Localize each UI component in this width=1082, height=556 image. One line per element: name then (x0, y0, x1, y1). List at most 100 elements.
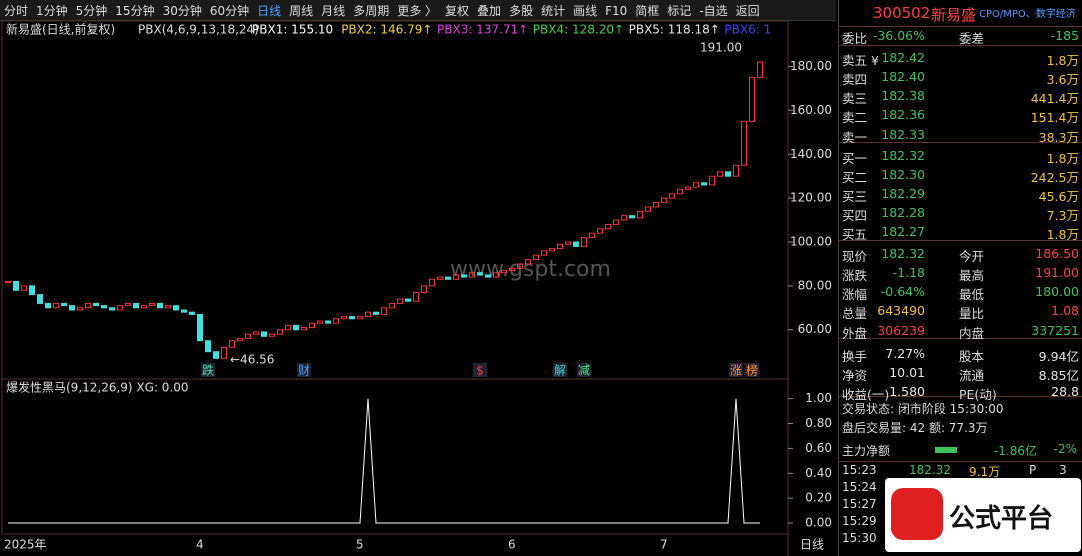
toolbar-button[interactable]: 统计 (541, 4, 566, 18)
candle (285, 324, 291, 331)
toolbar-button[interactable]: 月线 (321, 4, 346, 18)
candle (325, 320, 331, 324)
label: 涨幅 (842, 287, 868, 303)
event-marker: 榜 (746, 363, 758, 378)
indicator-line (8, 398, 760, 524)
quote-row: 收益(一) 1.580 PE(动) 28.8 (839, 382, 1082, 402)
label: 净资 (842, 367, 868, 383)
label: 今开 (959, 249, 985, 265)
value: 7.3万 (1046, 207, 1079, 223)
label: 现价 (842, 249, 868, 265)
toolbar-button[interactable]: 30分钟 (162, 4, 202, 18)
value: 191.00 (1035, 265, 1079, 281)
toolbar-button[interactable]: -自选 (699, 4, 728, 18)
y-tick-label: 100.00 (790, 235, 832, 249)
candle (245, 333, 251, 340)
toolbar-button[interactable]: 15分钟 (115, 4, 155, 18)
toolbar-button[interactable]: 复权 (445, 4, 470, 18)
candle (357, 316, 363, 320)
candle (717, 171, 723, 177)
separator (839, 142, 1082, 143)
quote-row: 买一 182.32 1.8万 (839, 146, 1082, 166)
candle (261, 331, 267, 337)
candle (509, 267, 515, 272)
toolbar-button[interactable]: F10 (605, 4, 628, 18)
period-label: 日线 (800, 538, 824, 552)
tick-volume: 9.1万 (969, 465, 1001, 479)
y-tick-label: 0.40 (805, 466, 832, 480)
event-marker: 财 (298, 364, 310, 378)
candle (389, 302, 395, 309)
candle (461, 274, 467, 278)
separator (839, 338, 1082, 339)
value: 337251 (1031, 322, 1079, 338)
value: 1.8万 (1046, 53, 1079, 69)
value: -36.06% (872, 28, 925, 43)
event-bg (577, 363, 591, 377)
candle (709, 175, 715, 186)
toolbar-button[interactable]: 60分钟 (209, 4, 250, 18)
frame (1, 378, 789, 535)
event-bg (201, 363, 215, 377)
candle (605, 223, 611, 230)
status-text: 交易状态: 闭市阶段 15:30:00 (842, 402, 1004, 416)
tick-time: 15:27 (842, 497, 877, 511)
label: 最低 (959, 287, 985, 303)
indicator-value: PBX5: 118.18↑ (629, 23, 720, 37)
event-bg (473, 363, 487, 377)
charts: 新易盛(日线,前复权) PBX(4,6,9,13,18,24)PBX1: 155.… (1, 20, 832, 556)
value: 1.08 (1051, 303, 1079, 319)
label: 买二 (842, 169, 868, 185)
indicator-name: PBX(4,6,9,13,18,24) (138, 23, 259, 37)
toolbar-button[interactable]: 多股 (509, 4, 534, 18)
label: 买三 (842, 188, 868, 204)
label: 卖四 (842, 72, 868, 88)
toolbar-button[interactable]: 多周期 (353, 4, 390, 18)
quote-row: 外盘 306239 内盘 337251 (839, 321, 1082, 341)
candle (597, 228, 603, 234)
candle (197, 313, 203, 342)
candle (725, 171, 731, 177)
value: 182.29 (881, 185, 925, 201)
quote-row: 卖二 182.36 151.4万 (839, 105, 1082, 126)
indicator-value: PBX4: 128.20↑ (533, 23, 624, 37)
candle (469, 272, 475, 278)
toolbar-button[interactable]: 画线 (573, 4, 598, 18)
toolbar-button[interactable]: 周线 (289, 4, 314, 18)
candle (93, 302, 99, 307)
y-tick-label: 80.00 (798, 278, 832, 292)
net-bar (935, 447, 957, 453)
candle (173, 305, 179, 311)
toolbar-button[interactable]: 日线 (257, 4, 282, 18)
candle (69, 305, 75, 311)
y-tick-label: 120.00 (790, 191, 832, 205)
toolbar-button[interactable]: 更多 〉 (397, 4, 438, 18)
candle (397, 298, 403, 304)
event-marker: $ (476, 364, 484, 378)
tick-time: 15:29 (842, 514, 877, 528)
candle (149, 302, 155, 307)
candle (741, 120, 747, 166)
y-tick-label: 0.80 (805, 416, 832, 430)
chart-title: 新易盛(日线,前复权) (6, 22, 115, 37)
candle (613, 219, 619, 225)
toolbar-button[interactable]: 叠加 (477, 4, 502, 18)
tick-time: 15:30 (842, 531, 877, 545)
toolbar-button[interactable]: 简框 (635, 4, 660, 18)
label: 买四 (842, 207, 868, 223)
candle (293, 324, 299, 331)
label: 委差 (959, 31, 985, 46)
toolbar-button[interactable]: 1分钟 (36, 4, 68, 18)
value: -1.18 (892, 265, 925, 281)
candle (485, 274, 491, 278)
candle (373, 311, 379, 315)
toolbar-button[interactable]: 标记 (667, 4, 692, 18)
value: 182.27 (881, 224, 925, 239)
toolbar-button[interactable]: 5分钟 (75, 4, 108, 18)
label: 卖二 (842, 110, 868, 126)
candle (253, 331, 259, 335)
toolbar-button[interactable]: 返回 (735, 4, 760, 18)
toolbar-button[interactable]: 分时 (4, 4, 29, 18)
candle (333, 318, 339, 324)
